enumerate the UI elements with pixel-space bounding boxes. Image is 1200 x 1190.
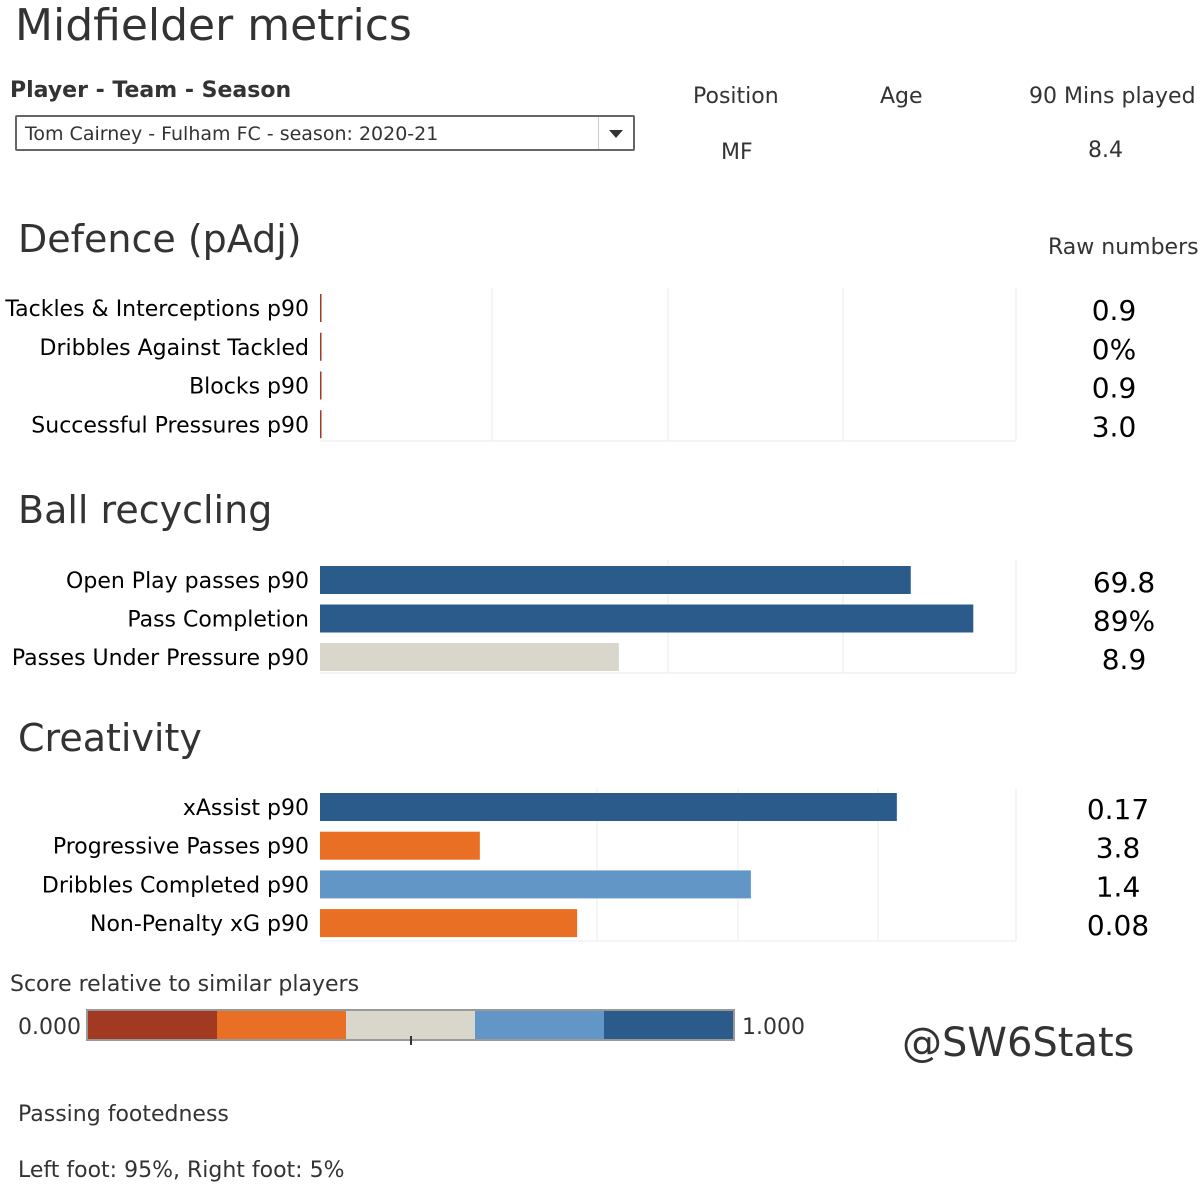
bar[interactable] — [320, 909, 578, 938]
position-label: Position — [693, 84, 779, 109]
raw-value: 1.4 — [1096, 870, 1141, 903]
bar[interactable] — [320, 410, 322, 439]
metric-label: Tackles & Interceptions p90 — [4, 297, 309, 322]
mins-played-label: 90 Mins played — [1029, 84, 1196, 109]
raw-value: 8.9 — [1102, 643, 1147, 676]
footedness-value: Left foot: 95%, Right foot: 5% — [18, 1158, 345, 1183]
raw-value: 0% — [1092, 333, 1136, 366]
footedness-title: Passing footedness — [18, 1102, 229, 1127]
bar[interactable] — [320, 643, 619, 671]
raw-value: 0.9 — [1092, 372, 1137, 405]
metric-label: Dribbles Completed p90 — [42, 873, 309, 898]
legend-title: Score relative to similar players — [10, 972, 360, 997]
legend-segment-high — [475, 1011, 604, 1039]
metric-label: xAssist p90 — [183, 796, 309, 821]
legend-min-label: 0.000 — [18, 1015, 81, 1040]
chevron-down-icon[interactable] — [609, 130, 623, 138]
player-select-value: Tom Cairney - Fulham FC - season: 2020-2… — [25, 123, 439, 145]
legend-segment-low — [217, 1011, 346, 1039]
mins-played-value: 8.4 — [1088, 138, 1123, 163]
raw-value: 0.9 — [1092, 294, 1137, 327]
metric-label: Successful Pressures p90 — [31, 413, 309, 438]
raw-value: 3.8 — [1096, 832, 1141, 865]
raw-value: 3.0 — [1092, 410, 1137, 443]
raw-value: 0.08 — [1087, 909, 1149, 942]
ball-recycling-section-title: Ball recycling — [18, 488, 273, 532]
metric-label: Progressive Passes p90 — [53, 835, 309, 860]
metric-label: Open Play passes p90 — [66, 569, 309, 594]
position-value: MF — [721, 140, 753, 165]
raw-numbers-label: Raw numbers — [1048, 235, 1199, 260]
bar[interactable] — [320, 566, 911, 594]
age-label: Age — [880, 84, 923, 109]
legend-segment-very-high — [604, 1011, 733, 1039]
defence-section-title: Defence (pAdj) — [18, 217, 302, 261]
creativity-chart: xAssist p90 0.17 Progressive Passes p90 3.8… — [42, 788, 1149, 942]
bar[interactable] — [320, 604, 974, 633]
player-select[interactable]: Tom Cairney - Fulham FC - season: 2020-2… — [15, 115, 635, 151]
page-title: Midfielder metrics — [15, 0, 412, 51]
metric-label: Passes Under Pressure p90 — [12, 646, 309, 671]
metric-label: Non-Penalty xG p90 — [90, 912, 309, 937]
ball-recycling-chart: Open Play passes p90 69.8 Pass Completion 8… — [12, 560, 1155, 676]
metric-label: Blocks p90 — [189, 375, 309, 400]
bar[interactable] — [320, 793, 897, 821]
bar[interactable] — [320, 371, 322, 400]
bar[interactable] — [320, 294, 322, 322]
creativity-section-title: Creativity — [18, 716, 202, 760]
legend-segment-mid — [346, 1011, 475, 1039]
legend-segment-very-low — [88, 1011, 217, 1039]
raw-value: 0.17 — [1087, 793, 1149, 826]
bar[interactable] — [320, 332, 322, 361]
color-scale-legend — [86, 1009, 735, 1041]
defence-chart: Tackles & Interceptions p90 0.9 Dribbles A… — [4, 288, 1136, 443]
raw-value: 89% — [1093, 605, 1155, 638]
dropdown-separator — [598, 117, 599, 149]
filter-label: Player - Team - Season — [10, 78, 292, 103]
bar[interactable] — [320, 870, 751, 899]
bar[interactable] — [320, 831, 480, 860]
metric-label: Dribbles Against Tackled — [40, 336, 310, 361]
metric-label: Pass Completion — [127, 608, 309, 633]
legend-max-label: 1.000 — [742, 1015, 805, 1040]
raw-value: 69.8 — [1093, 566, 1155, 599]
legend-marker — [409, 1036, 412, 1045]
watermark: @SW6Stats — [902, 1020, 1135, 1066]
